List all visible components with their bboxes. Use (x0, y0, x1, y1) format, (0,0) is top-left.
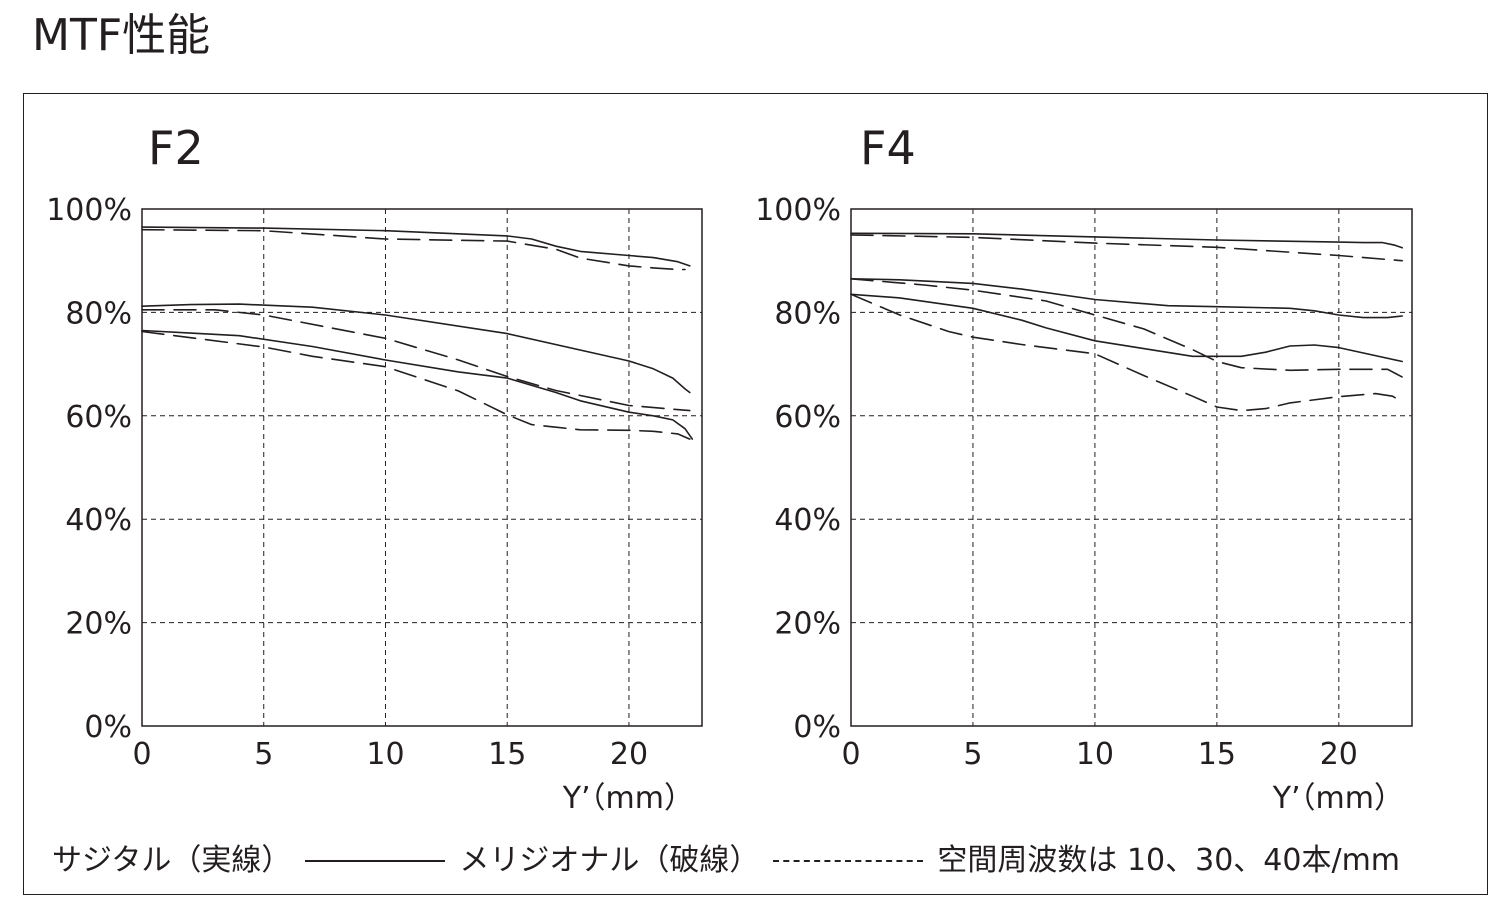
y-tick-label: 0% (84, 710, 132, 745)
x-tick-label: 20 (1320, 737, 1358, 772)
meridional-series-line (141, 228, 686, 271)
meridional-series-line (850, 277, 1403, 378)
sagittal-series-line (141, 303, 691, 394)
chart-title: F2 (148, 121, 204, 175)
y-tick-label: 80% (774, 296, 841, 331)
plot-area (141, 208, 703, 727)
x-tick-label: 5 (254, 737, 273, 772)
y-tick-label: 40% (65, 503, 132, 538)
y-tick-label: 80% (65, 296, 132, 331)
legend-sagittal-label: サジタル（実線） (52, 843, 292, 878)
x-tick-label: 15 (488, 737, 526, 772)
x-axis-label: Y’（mm） (562, 781, 694, 816)
meridional-series-line (850, 293, 1403, 412)
y-tick-label: 100% (46, 193, 132, 228)
sagittal-series-line (850, 293, 1403, 363)
y-tick-label: 100% (755, 193, 841, 228)
chart-frame (23, 93, 1488, 895)
legend-meridional-label: メリジオナル（破線） (459, 843, 760, 878)
legend: サジタル（実線） メリジオナル（破線） 空間周波数は 10、30、40本/mm (52, 838, 1400, 884)
y-tick-label: 60% (65, 400, 132, 435)
x-tick-label: 15 (1198, 737, 1236, 772)
meridional-series-line (141, 308, 691, 412)
legend-solid-line-sample (305, 860, 446, 862)
chart-title: F4 (860, 121, 916, 175)
sagittal-series-line (850, 232, 1403, 249)
chart-f2: F2 0% 20% 40% 60% 80% 100% 0 5 10 15 20 Y’（mm） (46, 121, 703, 816)
meridional-series-line (141, 330, 691, 440)
x-tick-label: 0 (841, 737, 860, 772)
x-tick-label: 10 (366, 737, 404, 772)
sagittal-series-line (850, 277, 1403, 319)
y-tick-label: 0% (793, 710, 841, 745)
chart-f4: F4 0% 20% 40% 60% 80% 100% 0 5 10 15 20 Y’（mm） (755, 121, 1413, 816)
y-tick-label: 60% (774, 400, 841, 435)
y-tick-label: 20% (774, 607, 841, 642)
x-tick-label: 5 (963, 737, 982, 772)
legend-frequency-note: 空間周波数は 10、30、40本/mm (937, 843, 1401, 878)
sagittal-series-line (141, 226, 691, 267)
meridional-series-line (850, 234, 1403, 262)
x-tick-label: 10 (1076, 737, 1114, 772)
x-tick-label: 0 (132, 737, 151, 772)
x-tick-label: 20 (610, 737, 648, 772)
page-title: MTF性能 (32, 10, 211, 61)
sagittal-series-line (141, 329, 694, 440)
y-tick-label: 40% (774, 503, 841, 538)
legend-dashed-line-sample (773, 860, 924, 862)
x-axis-label: Y’（mm） (1272, 781, 1404, 816)
plot-area (850, 208, 1413, 727)
y-tick-label: 20% (65, 607, 132, 642)
